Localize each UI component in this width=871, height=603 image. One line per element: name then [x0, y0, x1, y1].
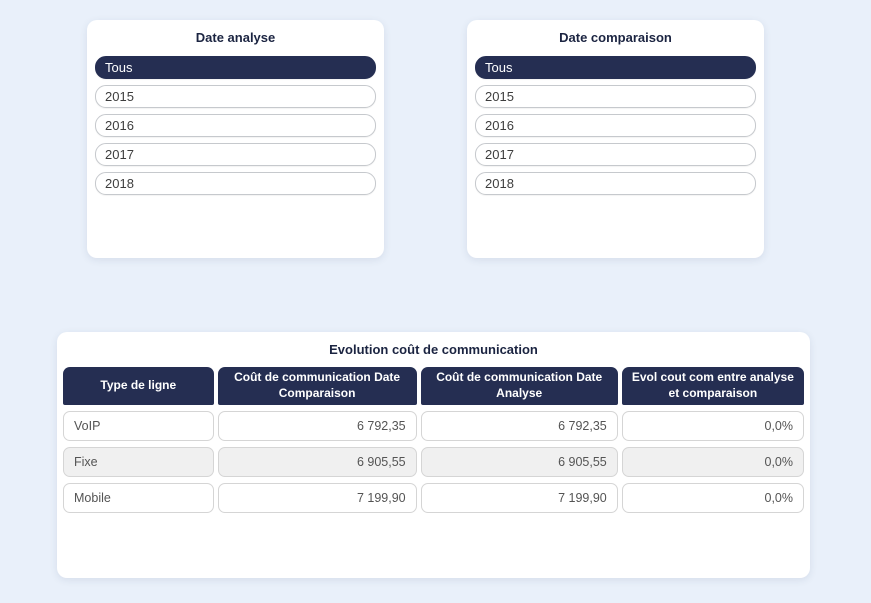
cost-comparison-cell: 6 792,35	[218, 411, 417, 441]
cost-comparison-cell: 7 199,90	[218, 483, 417, 513]
evolution-cell: 0,0%	[622, 483, 804, 513]
table-header-cell[interactable]: Coût de communication Date Analyse	[421, 367, 618, 405]
evolution-cell: 0,0%	[622, 411, 804, 441]
cost-evolution-table: Type de ligne Coût de communication Date…	[63, 367, 804, 513]
line-type-cell[interactable]: VoIP	[63, 411, 214, 441]
filter-list: Tous 2015 2016 2017 2018	[475, 56, 756, 195]
cost-analysis-cell: 6 792,35	[421, 411, 618, 441]
filter-value-item[interactable]: 2017	[95, 143, 376, 166]
cost-evolution-table-panel: Evolution coût de communication Type de …	[57, 332, 810, 578]
panel-title: Date analyse	[95, 30, 376, 45]
filter-panel-date-analyse: Date analyse Tous 2015 2016 2017 2018	[87, 20, 384, 258]
filter-value-item[interactable]: 2018	[475, 172, 756, 195]
filter-panel-date-comparaison: Date comparaison Tous 2015 2016 2017 201…	[467, 20, 764, 258]
line-type-cell[interactable]: Fixe	[63, 447, 214, 477]
evolution-cell: 0,0%	[622, 447, 804, 477]
line-type-cell[interactable]: Mobile	[63, 483, 214, 513]
table-header-cell[interactable]: Type de ligne	[63, 367, 214, 405]
filter-value-item[interactable]: 2016	[475, 114, 756, 137]
cost-analysis-cell: 7 199,90	[421, 483, 618, 513]
filter-value-item[interactable]: 2015	[95, 85, 376, 108]
filter-list: Tous 2015 2016 2017 2018	[95, 56, 376, 195]
filter-value-item[interactable]: 2016	[95, 114, 376, 137]
filter-value-item[interactable]: Tous	[95, 56, 376, 79]
filter-value-item[interactable]: 2015	[475, 85, 756, 108]
cost-comparison-cell: 6 905,55	[218, 447, 417, 477]
filter-value-item[interactable]: Tous	[475, 56, 756, 79]
cost-analysis-cell: 6 905,55	[421, 447, 618, 477]
filter-value-item[interactable]: 2018	[95, 172, 376, 195]
table-header-cell[interactable]: Coût de communication Date Comparaison	[218, 367, 417, 405]
table-header-cell[interactable]: Evol cout com entre analyse et comparais…	[622, 367, 804, 405]
panel-title: Date comparaison	[475, 30, 756, 45]
filter-value-item[interactable]: 2017	[475, 143, 756, 166]
table-title: Evolution coût de communication	[63, 342, 804, 357]
